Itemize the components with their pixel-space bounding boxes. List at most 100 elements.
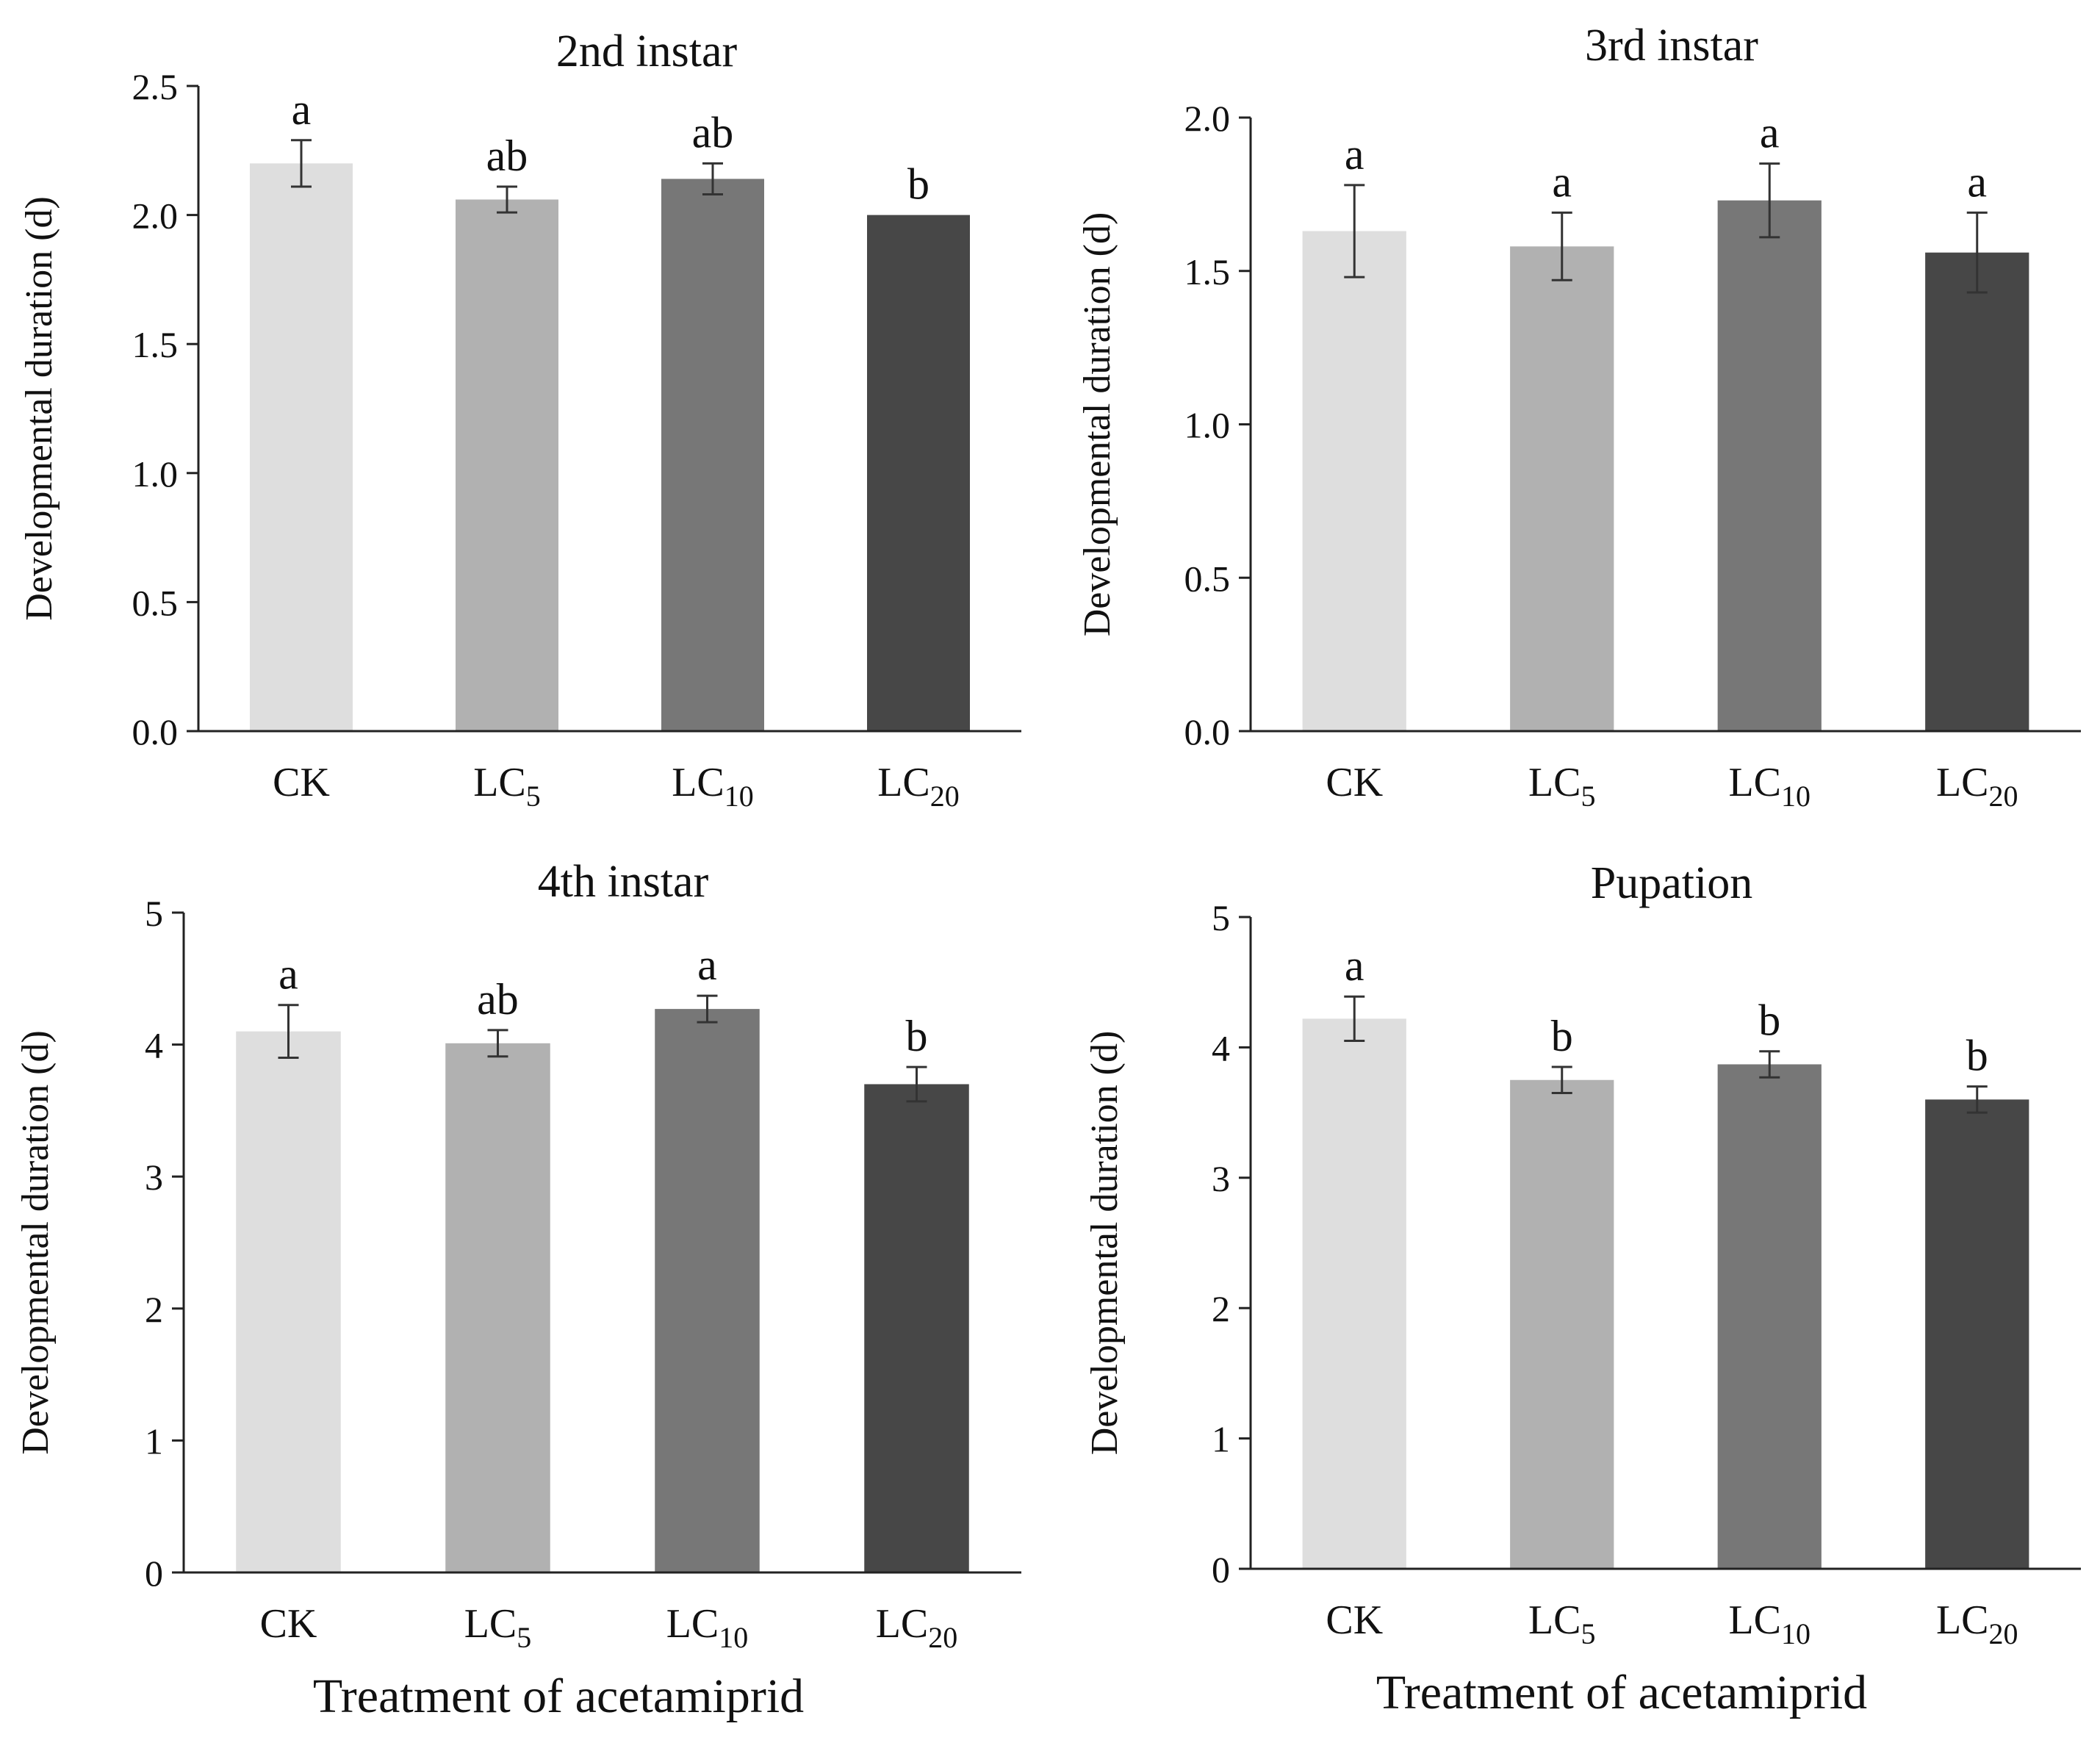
y-axis-label: Developmental duration (d) [1076, 212, 1118, 637]
y-tick-label: 1.0 [132, 453, 179, 495]
x-tick-label: CK [260, 1601, 317, 1647]
x-tick-label: LC5 [464, 1601, 532, 1654]
error-bar-1 [1551, 1065, 1572, 1094]
significance-letter: b [906, 1012, 928, 1060]
y-tick-label: 4 [145, 1025, 163, 1066]
chart-title: 3rd instar [1585, 21, 1758, 71]
y-tick-label: 0.5 [1184, 558, 1231, 599]
y-tick-label: 2 [145, 1289, 163, 1330]
x-tick-label: LC10 [666, 1601, 749, 1654]
y-tick-label: 0 [1212, 1549, 1230, 1590]
bar-3 [1925, 252, 2029, 731]
y-tick-label: 4 [1212, 1027, 1230, 1068]
error-bar-3 [1966, 1085, 1988, 1114]
significance-letter: b [1551, 1012, 1573, 1060]
error-bar-0 [291, 139, 312, 188]
error-bar-0 [1344, 184, 1365, 278]
chart-panel-2: 3rd instar Developmental duration (d) a CK a… [1076, 21, 2081, 813]
chart-panel-3: 4th instar Developmental duration (d) a CK a… [15, 857, 1021, 1723]
bar-0 [1302, 1018, 1406, 1569]
error-bar-2 [1759, 1050, 1780, 1079]
chart-title: Pupation [1591, 858, 1752, 908]
x-tick-label: LC10 [672, 760, 754, 813]
bar-1 [456, 199, 558, 731]
significance-letter: a [1552, 157, 1572, 206]
x-tick-label: LC5 [1528, 760, 1596, 813]
y-tick-label: 2.0 [1184, 98, 1231, 139]
y-tick-label: 3 [1212, 1158, 1230, 1199]
y-tick-label: 5 [1212, 897, 1230, 938]
bar-0 [236, 1031, 341, 1572]
chart-title: 4th instar [538, 857, 709, 907]
significance-letter: ab [692, 108, 734, 157]
x-tick-label: LC20 [1936, 1597, 2018, 1650]
bar-2 [1717, 1064, 1822, 1569]
y-tick-label: 2 [1212, 1288, 1230, 1329]
bar-2 [655, 1009, 760, 1572]
bar-1 [1510, 1079, 1614, 1569]
chart-title: 2nd instar [556, 26, 738, 76]
bar-3 [867, 215, 970, 732]
error-bar-3 [1966, 211, 1988, 294]
error-bar-3 [906, 1065, 927, 1103]
error-bar-2 [1759, 162, 1780, 239]
error-bar-2 [702, 162, 723, 196]
significance-letter: ab [486, 132, 528, 180]
x-tick-label: LC20 [1936, 760, 2018, 813]
y-tick-label: 2.0 [132, 195, 179, 237]
significance-letter: a [292, 85, 312, 134]
y-axis-label: Developmental duration (d) [15, 1030, 57, 1455]
x-tick-label: CK [1326, 1597, 1383, 1643]
y-tick-label: 0.5 [132, 582, 179, 623]
x-tick-label: LC10 [1728, 760, 1810, 813]
significance-letter: b [1758, 996, 1780, 1045]
bar-1 [1510, 246, 1614, 732]
bar-3 [864, 1084, 969, 1572]
error-bar-0 [278, 1004, 299, 1060]
x-tick-label: LC10 [1728, 1597, 1810, 1650]
x-tick-label: LC20 [876, 1601, 958, 1654]
bar-2 [661, 179, 764, 731]
bar-1 [445, 1043, 550, 1572]
y-axis-label: Developmental duration (d) [1084, 1031, 1126, 1456]
significance-letter: ab [477, 975, 519, 1024]
x-tick-label: CK [1326, 760, 1383, 805]
y-tick-label: 1 [145, 1420, 163, 1462]
bar-3 [1925, 1099, 2029, 1569]
chart-panel-1: 2nd instar Developmental duration (d) a CK a… [18, 26, 1021, 813]
x-axis-label: Treatment of acetamiprid [1376, 1666, 1867, 1719]
error-bar-0 [1344, 995, 1365, 1043]
significance-letter: b [907, 160, 929, 209]
x-tick-label: LC5 [473, 760, 541, 813]
x-tick-label: CK [273, 760, 330, 805]
significance-letter: a [697, 941, 717, 989]
significance-letter: a [1760, 109, 1780, 157]
significance-letter: a [1967, 157, 1987, 206]
bar-0 [1302, 231, 1406, 732]
y-tick-label: 3 [145, 1157, 163, 1198]
y-tick-label: 0 [145, 1553, 163, 1594]
error-bar-1 [1551, 211, 1572, 281]
y-tick-label: 5 [145, 893, 163, 934]
significance-letter: a [278, 950, 298, 999]
chart-panel-4: Pupation Developmental duration (d) a CK b LC… [1084, 858, 2081, 1719]
x-axis-label: Treatment of acetamiprid [313, 1669, 804, 1723]
y-axis-label: Developmental duration (d) [18, 196, 60, 621]
x-tick-label: LC20 [877, 760, 960, 813]
error-bar-1 [487, 1029, 508, 1058]
y-tick-label: 2.5 [132, 66, 179, 107]
y-tick-label: 1.5 [132, 324, 179, 365]
bar-0 [250, 163, 353, 732]
bar-2 [1717, 200, 1822, 732]
significance-letter: a [1345, 941, 1364, 990]
y-tick-label: 0.0 [1184, 711, 1231, 752]
error-bar-2 [697, 994, 718, 1024]
error-bar-1 [497, 185, 517, 214]
y-tick-label: 1 [1212, 1419, 1230, 1460]
y-tick-label: 1.0 [1184, 405, 1231, 446]
x-tick-label: LC5 [1528, 1597, 1596, 1650]
y-tick-label: 0.0 [132, 711, 179, 752]
significance-letter: b [1966, 1032, 1988, 1080]
significance-letter: a [1345, 130, 1364, 179]
